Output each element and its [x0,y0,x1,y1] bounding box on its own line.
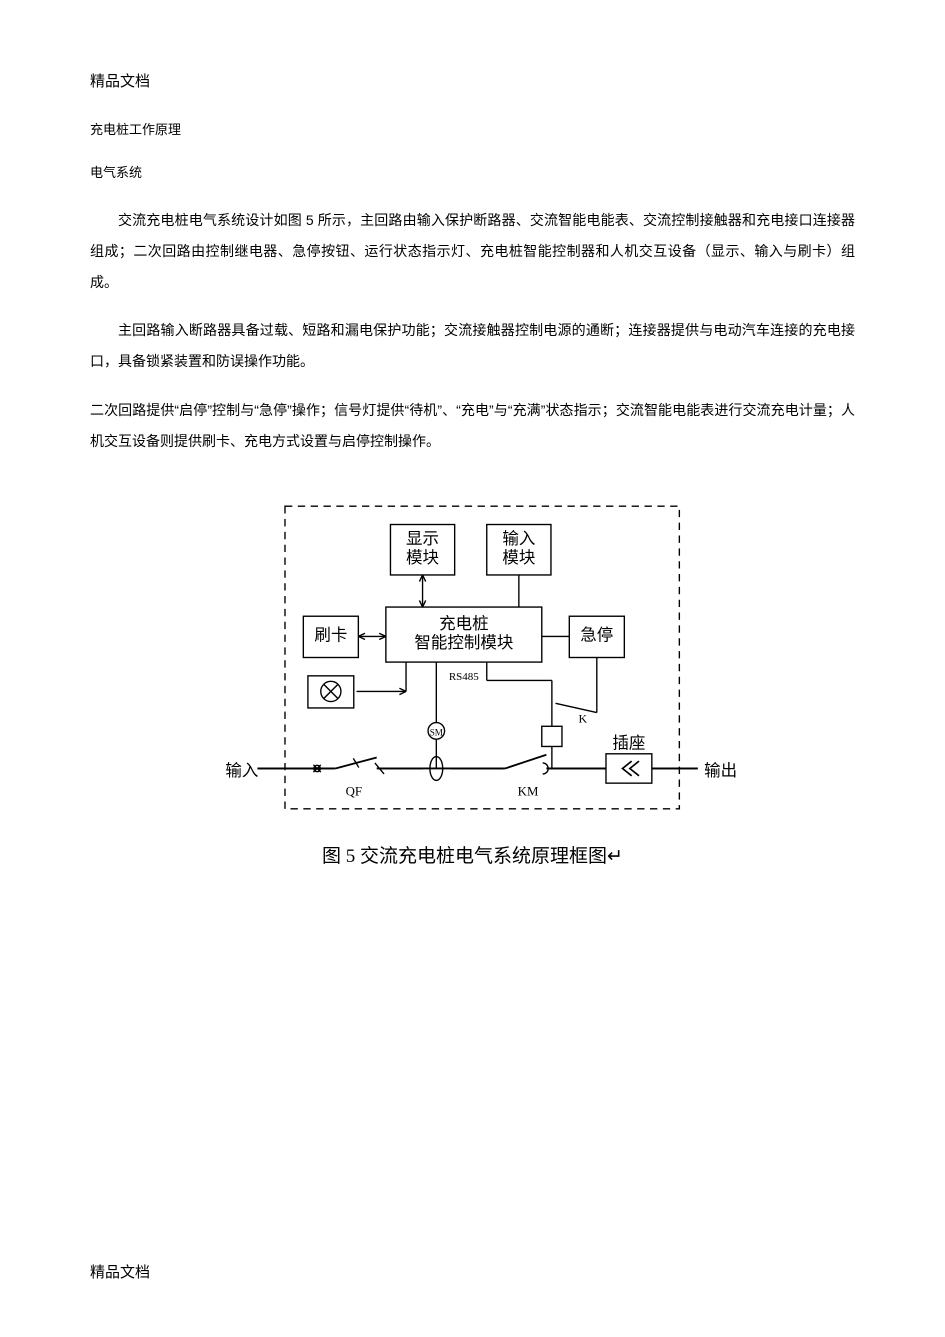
svg-text:插座: 插座 [612,733,645,752]
svg-text:K: K [578,711,587,725]
svg-text:KM: KM [517,784,538,798]
svg-text:输入: 输入 [502,529,535,548]
svg-text:充电桩: 充电桩 [439,613,489,632]
paragraph-1: 交流充电桩电气系统设计如图 5 所示，主回路由输入保护断路器、交流智能电能表、交… [90,205,855,297]
document-page: 精品文档 充电桩工作原理 电气系统 交流充电桩电气系统设计如图 5 所示，主回路… [0,0,945,1337]
svg-text:智能控制模块: 智能控制模块 [414,632,513,651]
paragraph-2: 主回路输入断路器具备过载、短路和漏电保护功能；交流接触器控制电源的通断；连接器提… [90,315,855,377]
svg-text:输入: 输入 [225,761,258,780]
svg-text:QF: QF [345,784,361,798]
svg-text:SM: SM [429,727,442,737]
svg-text:急停: 急停 [580,625,613,644]
figure-caption: 图 5 交流充电桩电气系统原理框图↵ [193,841,753,868]
figure-5-diagram: 显示模块输入模块刷卡充电桩智能控制模块急停RS485SMK插座输入输出QFKM … [193,497,753,868]
svg-text:输出: 输出 [704,761,737,780]
electrical-diagram-svg: 显示模块输入模块刷卡充电桩智能控制模块急停RS485SMK插座输入输出QFKM [193,497,753,818]
page-footer: 精品文档 [90,1261,150,1282]
svg-text:模块: 模块 [502,548,535,567]
svg-text:模块: 模块 [406,548,439,567]
svg-text:显示: 显示 [406,529,439,548]
page-header: 精品文档 [90,70,855,91]
svg-text:RS485: RS485 [448,671,478,683]
svg-text:刷卡: 刷卡 [314,625,347,644]
doc-title: 充电桩工作原理 [90,119,855,138]
paragraph-3: 二次回路提供“启停”控制与“急停”操作；信号灯提供“待机”、“充电”与“充满”状… [90,395,855,457]
section-heading: 电气系统 [90,162,855,181]
